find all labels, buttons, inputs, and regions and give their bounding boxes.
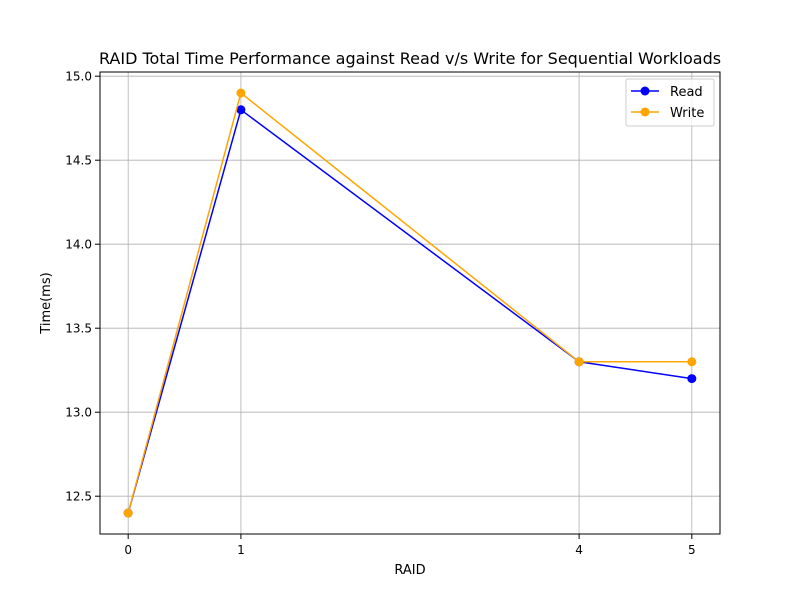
x-axis-label: RAID: [394, 563, 425, 578]
series-line-read: [127, 109, 692, 514]
plot-frame: [99, 71, 721, 535]
y-tick-label: 13.5: [65, 322, 92, 336]
legend-label-read: Read: [670, 85, 703, 100]
legend-marker-write: [640, 107, 650, 117]
y-tick-label: 14.5: [65, 154, 92, 168]
data-point-read: [687, 374, 697, 384]
y-tick-label: 13.0: [65, 406, 92, 420]
y-tick-label: 12.5: [65, 490, 92, 504]
grid: [100, 72, 720, 534]
x-tick-label: 5: [688, 543, 696, 557]
legend-marker-read: [640, 86, 650, 96]
y-tick-label: 14.0: [65, 238, 92, 252]
axes: 0 1 4 5 12.5 13.0 13.5 14.0 14.5 15.0: [65, 70, 695, 557]
x-tick-label: 1: [237, 543, 245, 557]
legend: Read Write: [625, 78, 715, 127]
legend-label-write: Write: [670, 106, 704, 121]
data-point-write: [123, 508, 133, 518]
data-point-write: [687, 357, 697, 367]
x-tick-label: 0: [124, 543, 132, 557]
x-tick-label: 4: [575, 543, 583, 557]
data-point-write: [574, 357, 584, 367]
y-tick-label: 15.0: [65, 70, 92, 84]
chart-title: RAID Total Time Performance against Read…: [99, 49, 721, 68]
data-point-read: [236, 105, 246, 115]
series-line-write: [127, 92, 692, 514]
y-axis-label: Time(ms): [39, 272, 54, 334]
data-point-write: [236, 88, 246, 98]
series-layer: [123, 88, 697, 518]
